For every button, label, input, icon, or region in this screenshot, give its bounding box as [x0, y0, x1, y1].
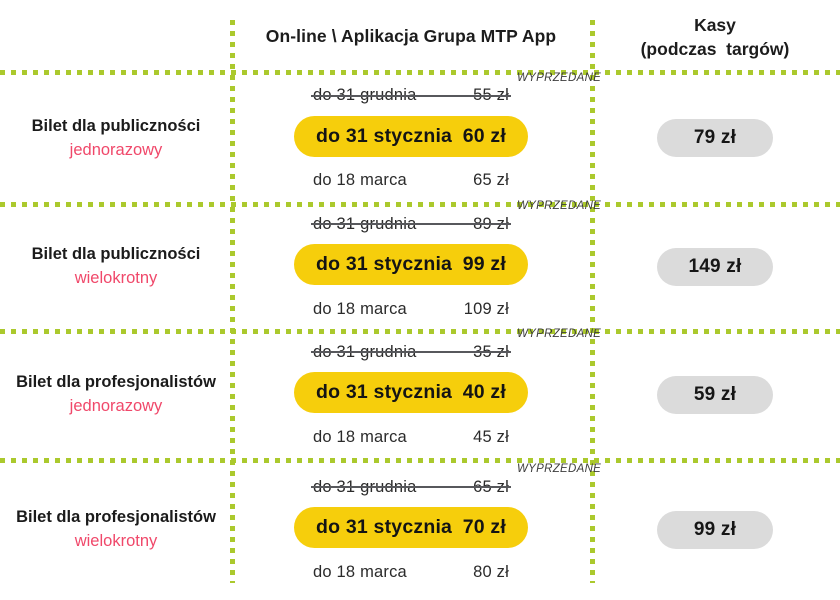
tier-date: do 31 stycznia [316, 516, 453, 538]
dotted-divider-horizontal [0, 70, 840, 75]
sold-out-label: WYPRZEDANE [517, 463, 602, 475]
dotted-divider-horizontal [0, 202, 840, 207]
tier-price: 45 zł [473, 427, 509, 446]
online-column-header: On-line \ Aplikacja Grupa MTP App [265, 26, 557, 46]
ticket-subtitle: wielokrotny [74, 532, 158, 550]
tier-price: 65 zł [473, 171, 509, 189]
header-kasy-cell: Kasy (podczas targów) [590, 0, 840, 73]
kasy-price-cell: 149 zł [590, 203, 840, 330]
tier-date: do 18 marca [313, 562, 407, 581]
ticket-type-cell: Bilet dla profesjonalistów wielokrotny [0, 459, 232, 600]
kasy-price-pill: 59 zł [657, 375, 773, 414]
strikethrough-line [311, 486, 511, 488]
tier-sold-out-row: do 31 grudnia 55 zł WYPRZEDANE [311, 72, 601, 107]
strikethrough-line [311, 94, 511, 97]
kasy-column-header: Kasy (podczas targów) [641, 13, 790, 61]
current-price-pill: do 31 stycznia 70 zł [294, 507, 528, 548]
tier-date: do 18 marca [313, 427, 407, 446]
sold-out-label: WYPRZEDANE [517, 328, 602, 340]
tier-date: do 31 stycznia [316, 381, 453, 403]
ticket-title: Bilet dla publiczności [31, 116, 201, 135]
ticket-title: Bilet dla publiczności [31, 245, 201, 263]
tier-future-row: do 18 marca 80 zł [313, 561, 509, 583]
tier-price: 60 zł [462, 124, 506, 147]
dotted-divider-vertical [230, 20, 235, 583]
tier-date: do 18 marca [313, 299, 407, 318]
tier-future-row: do 18 marca 45 zł [313, 426, 509, 448]
ticket-title: Bilet dla profesjonalistów [16, 373, 216, 391]
kasy-price-pill: 149 zł [657, 247, 773, 286]
tier-sold-out-row: do 31 grudnia 89 zł WYPRZEDANE [311, 200, 601, 235]
tier-price: 70 zł [462, 516, 506, 538]
tier-future-row: do 18 marca 65 zł [313, 170, 509, 192]
ticket-subtitle: wielokrotny [74, 269, 158, 287]
dotted-divider-vertical [590, 20, 595, 583]
online-prices-cell: do 31 grudnia 35 zł WYPRZEDANE do 31 sty… [232, 328, 601, 459]
tier-future-row: do 18 marca 109 zł [313, 298, 509, 320]
kasy-price-pill: 79 zł [657, 119, 773, 157]
online-prices-cell: do 31 grudnia 89 zł WYPRZEDANE do 31 sty… [232, 200, 601, 330]
ticket-type-cell: Bilet dla publiczności wielokrotny [0, 203, 232, 330]
tier-sold-out-row: do 31 grudnia 65 zł WYPRZEDANE [311, 463, 601, 498]
dotted-divider-horizontal [0, 458, 840, 463]
ticket-type-cell: Bilet dla profesjonalistów jednorazowy [0, 330, 232, 459]
ticket-subtitle: jednorazowy [69, 140, 163, 159]
dotted-divider-horizontal [0, 329, 840, 334]
kasy-price-cell: 79 zł [590, 73, 840, 203]
header-online-cell: On-line \ Aplikacja Grupa MTP App [232, 0, 590, 73]
header-empty-cell [0, 0, 232, 73]
ticket-type-cell: Bilet dla publiczności jednorazowy [0, 73, 232, 203]
kasy-header-line2: (podczas targów) [640, 38, 790, 59]
kasy-price-pill: 99 zł [657, 510, 773, 549]
sold-out-label: WYPRZEDANE [517, 71, 602, 84]
online-prices-cell: do 31 grudnia 65 zł WYPRZEDANE do 31 sty… [232, 459, 601, 600]
sold-out-label: WYPRZEDANE [517, 200, 602, 212]
ticket-subtitle: jednorazowy [69, 397, 163, 415]
strikethrough-line [311, 351, 511, 353]
kasy-price-cell: 99 zł [590, 459, 840, 600]
kasy-price-cell: 59 zł [590, 330, 840, 459]
tier-price: 99 zł [462, 253, 506, 275]
tier-date: do 31 stycznia [316, 253, 453, 275]
tier-price: 40 zł [462, 381, 506, 403]
kasy-header-line1: Kasy [694, 14, 736, 35]
tier-date: do 31 stycznia [316, 124, 453, 147]
current-price-pill: do 31 stycznia 99 zł [294, 244, 528, 285]
tier-date: do 18 marca [313, 171, 407, 189]
tier-sold-out-row: do 31 grudnia 35 zł WYPRZEDANE [311, 328, 601, 363]
current-price-pill: do 31 stycznia 60 zł [294, 115, 528, 157]
tier-price: 109 zł [463, 299, 509, 318]
strikethrough-line [311, 223, 511, 225]
ticket-title: Bilet dla profesjonalistów [16, 508, 216, 526]
tier-price: 80 zł [473, 562, 509, 581]
online-prices-cell: do 31 grudnia 55 zł WYPRZEDANE do 31 sty… [232, 72, 601, 203]
current-price-pill: do 31 stycznia 40 zł [294, 372, 528, 413]
